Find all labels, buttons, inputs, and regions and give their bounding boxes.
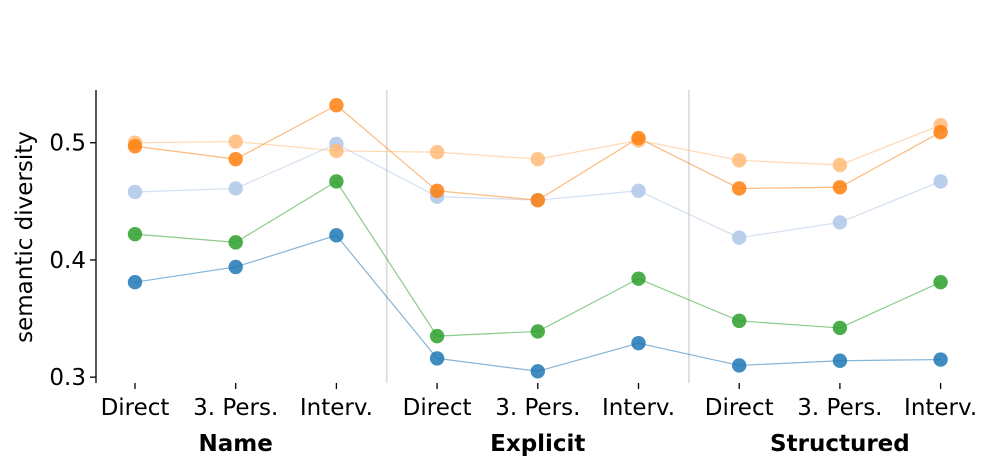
data-point (329, 174, 344, 189)
series-connector (638, 190, 740, 239)
series-connector (335, 181, 438, 337)
series-connector (638, 137, 740, 189)
x-tick-label: 3. Pers. (193, 395, 278, 421)
data-point (429, 328, 445, 344)
y-axis: 0.3 0.4 0.5 (49, 90, 97, 391)
data-point (631, 335, 646, 351)
data-point (429, 144, 445, 160)
y-tick-label: 0.5 (49, 131, 86, 157)
data-point (631, 183, 646, 198)
x-axis: Direct 3. Pers. Interv. Direct 3. Pers. Inter… (101, 383, 977, 457)
data-point (127, 184, 143, 200)
x-tick-label: Interv. (602, 395, 675, 421)
series-connector (638, 139, 740, 161)
data-point (933, 124, 948, 140)
data-point (530, 324, 545, 339)
y-tick-label: 0.3 (49, 365, 86, 391)
data-point (127, 226, 143, 242)
data-point (732, 313, 747, 329)
data-point (530, 192, 545, 208)
data-point (329, 228, 344, 243)
y-axis-label: semantic diversity (12, 131, 38, 343)
x-tick-label: Direct (705, 395, 774, 421)
data-point (228, 235, 243, 250)
data-point (732, 230, 747, 245)
y-tick-label: 0.4 (49, 248, 86, 274)
data-point (933, 174, 948, 189)
data-point (530, 151, 545, 167)
data-point (631, 271, 646, 286)
data-point (631, 130, 646, 146)
group-label: Explicit (490, 431, 585, 457)
series-line (134, 104, 337, 160)
series-connector (335, 234, 438, 359)
data-point (429, 183, 445, 198)
data-point (933, 275, 948, 290)
data-point (832, 180, 848, 195)
data-point (228, 134, 243, 149)
group-separators (385, 90, 690, 383)
data-point (429, 351, 445, 366)
data-point (127, 275, 143, 290)
x-tick-label: 3. Pers. (797, 395, 882, 421)
data-point (228, 259, 243, 275)
x-tick-label: Direct (403, 395, 472, 421)
group-label: Name (199, 431, 273, 457)
data-point (530, 364, 545, 379)
x-tick-label: 3. Pers. (495, 395, 580, 421)
data-point (933, 352, 948, 367)
data-point (832, 215, 848, 230)
series-connector (638, 278, 740, 322)
data-point (329, 143, 344, 159)
data-point (732, 181, 747, 196)
data-point (228, 151, 243, 167)
data-point (732, 153, 747, 168)
data-point (832, 353, 848, 368)
series-connector (336, 150, 438, 153)
x-tick-label: Interv. (300, 395, 373, 421)
x-tick-label: Interv. (904, 395, 977, 421)
series-points (127, 98, 948, 379)
data-point (832, 157, 848, 173)
series-line (437, 137, 639, 201)
data-point (732, 358, 747, 373)
x-tick-label: Direct (101, 395, 170, 421)
data-point (127, 139, 143, 154)
data-point (832, 320, 848, 336)
series-connector (336, 104, 438, 192)
series-connector (336, 143, 438, 198)
group-label: Structured (770, 431, 910, 457)
data-point (329, 98, 344, 113)
data-point (228, 181, 243, 196)
series-connector (638, 342, 740, 367)
